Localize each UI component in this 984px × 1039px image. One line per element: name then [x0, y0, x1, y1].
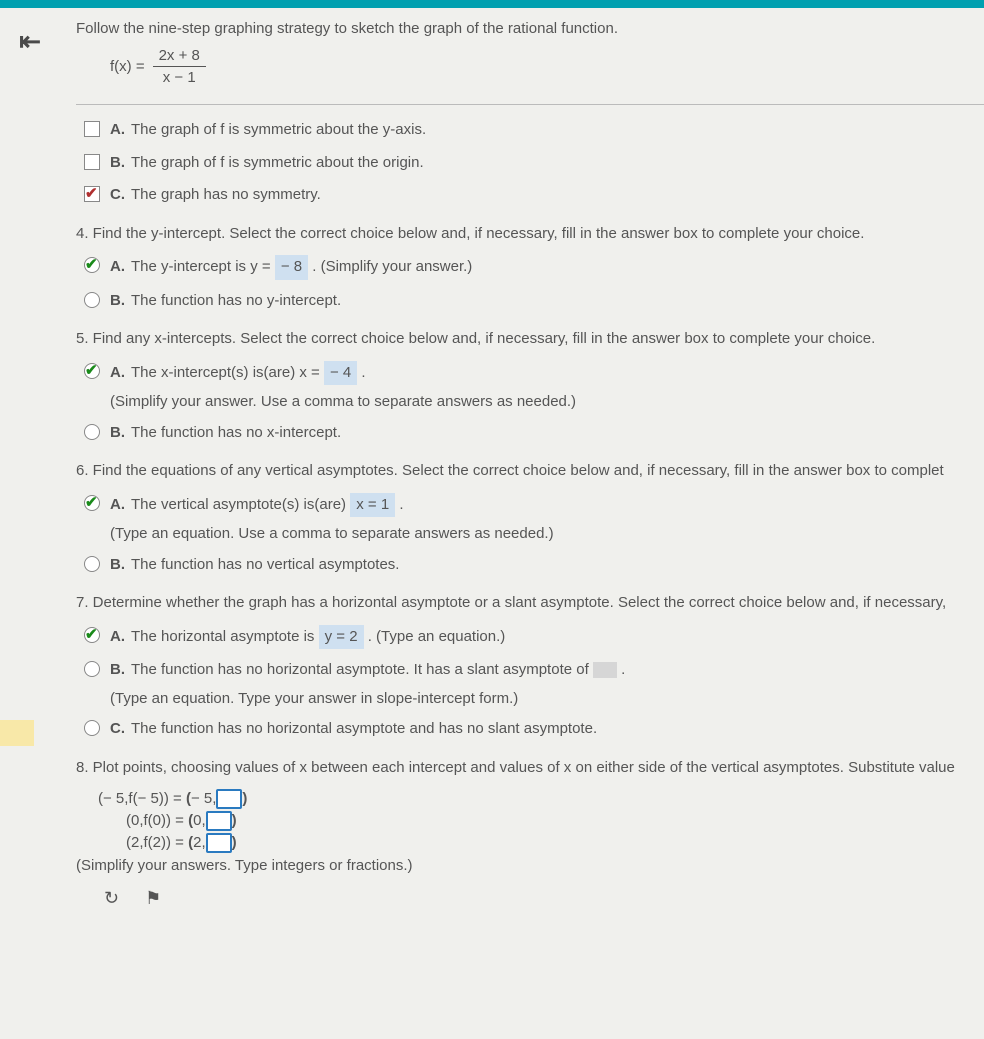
radio-checked-icon[interactable] — [84, 495, 100, 511]
q6-option-b[interactable]: B.The function has no vertical asymptote… — [84, 554, 984, 577]
q4-option-b[interactable]: B.The function has no y-intercept. — [84, 290, 984, 313]
radio-icon[interactable] — [84, 556, 100, 572]
q5-heading: 5. Find any x-intercepts. Select the cor… — [76, 328, 984, 351]
q6-option-a[interactable]: A.The vertical asymptote(s) is(are) x = … — [84, 493, 984, 518]
q6-heading: 6. Find the equations of any vertical as… — [76, 460, 984, 483]
sym-option-a[interactable]: A.The graph of f is symmetric about the … — [84, 119, 984, 142]
content-area: Follow the nine-step graphing strategy t… — [60, 8, 984, 909]
answer-box[interactable]: − 8 — [275, 255, 308, 280]
answer-box[interactable]: y = 2 — [319, 625, 364, 650]
answer-box[interactable]: − 4 — [324, 361, 357, 386]
q7-option-c[interactable]: C.The function has no horizontal asympto… — [84, 718, 984, 741]
sym-option-c[interactable]: C.The graph has no symmetry. — [84, 184, 984, 207]
input-box[interactable] — [206, 833, 232, 853]
radio-icon[interactable] — [84, 661, 100, 677]
radio-icon[interactable] — [84, 720, 100, 736]
input-box[interactable] — [216, 789, 242, 809]
q6-a-note: (Type an equation. Use a comma to separa… — [110, 523, 984, 546]
input-box[interactable] — [206, 811, 232, 831]
left-column: ⇤ — [0, 8, 60, 909]
q7-heading: 7. Determine whether the graph has a hor… — [76, 592, 984, 615]
q5-option-b[interactable]: B.The function has no x-intercept. — [84, 422, 984, 445]
q5-option-a[interactable]: A.The x-intercept(s) is(are) x = − 4 . — [84, 361, 984, 386]
point-3: (2,f(2)) = (2,) — [126, 833, 984, 853]
point-1: (− 5,f(− 5)) = (− 5,) — [98, 789, 984, 809]
formula-lhs: f(x) = — [110, 58, 145, 75]
formula-numerator: 2x + 8 — [153, 47, 206, 67]
formula-fraction: 2x + 8 x − 1 — [153, 47, 206, 86]
checkbox-checked-icon[interactable] — [84, 186, 100, 202]
radio-icon[interactable] — [84, 292, 100, 308]
sym-option-b[interactable]: B.The graph of f is symmetric about the … — [84, 152, 984, 175]
q5-a-note: (Simplify your answer. Use a comma to se… — [110, 391, 984, 414]
formula: f(x) = 2x + 8 x − 1 — [110, 47, 984, 86]
q8-points: (− 5,f(− 5)) = (− 5,) (0,f(0)) = (0,) (2… — [98, 789, 984, 853]
radio-checked-icon[interactable] — [84, 363, 100, 379]
highlight-marker — [0, 720, 34, 746]
blank-box[interactable] — [593, 662, 617, 678]
formula-denominator: x − 1 — [157, 67, 202, 86]
q7-b-note: (Type an equation. Type your answer in s… — [110, 688, 984, 711]
divider — [76, 104, 984, 105]
toolbar: ↻ ⚑ — [104, 888, 984, 909]
top-accent-bar — [0, 0, 984, 8]
back-arrow-icon[interactable]: ⇤ — [19, 26, 41, 57]
point-2: (0,f(0)) = (0,) — [126, 811, 984, 831]
q7-option-a[interactable]: A.The horizontal asymptote is y = 2 . (T… — [84, 625, 984, 650]
radio-checked-icon[interactable] — [84, 627, 100, 643]
q8-note: (Simplify your answers. Type integers or… — [76, 857, 984, 874]
q4-option-a[interactable]: A.The y-intercept is y = − 8 . (Simplify… — [84, 255, 984, 280]
q8-heading: 8. Plot points, choosing values of x bet… — [76, 757, 984, 780]
q7-option-b[interactable]: B.The function has no horizontal asympto… — [84, 659, 984, 682]
radio-checked-icon[interactable] — [84, 257, 100, 273]
instruction-text: Follow the nine-step graphing strategy t… — [76, 20, 984, 37]
q4-heading: 4. Find the y-intercept. Select the corr… — [76, 223, 984, 246]
reset-icon[interactable]: ↻ — [104, 888, 119, 909]
radio-icon[interactable] — [84, 424, 100, 440]
main-wrap: ⇤ Follow the nine-step graphing strategy… — [0, 8, 984, 909]
answer-box[interactable]: x = 1 — [350, 493, 395, 518]
checkbox-icon[interactable] — [84, 154, 100, 170]
flag-icon[interactable]: ⚑ — [145, 888, 161, 909]
checkbox-icon[interactable] — [84, 121, 100, 137]
